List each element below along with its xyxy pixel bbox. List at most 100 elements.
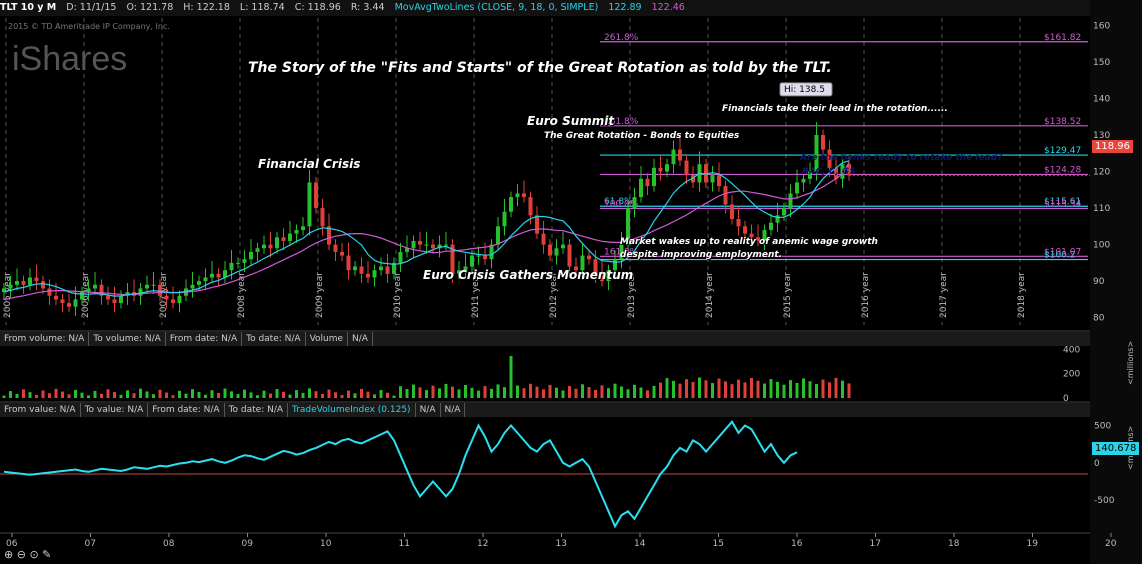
candle-body (171, 299, 175, 304)
ma1-value: 122.89 (608, 2, 642, 13)
volume-bar (74, 389, 77, 398)
candle-body (782, 208, 786, 216)
volume-bar (61, 391, 64, 398)
to-date-tvi[interactable]: To date: N/A (225, 403, 289, 417)
year-tick-label: 2006 year (81, 272, 91, 318)
candle-body (99, 284, 104, 296)
bottom-year-label: 12 (477, 539, 488, 549)
candle-body (639, 178, 643, 198)
candle-body (372, 270, 377, 278)
fib-percent-label: 61.8% (604, 197, 633, 207)
candle-body (398, 251, 403, 263)
volume-bar (360, 388, 363, 398)
candle-body (249, 251, 253, 260)
to-volume[interactable]: To volume: N/A (89, 332, 166, 346)
candle-body (138, 288, 143, 296)
candle-body (626, 208, 630, 245)
candle-body (814, 134, 819, 172)
tvi-line (3, 419, 798, 529)
volume-bar (483, 386, 487, 398)
volume-bar (464, 385, 467, 398)
annotation-financials-lead: Financials take their lead in the rotati… (722, 104, 948, 114)
volume-bar (431, 385, 435, 398)
candle-body (769, 222, 773, 230)
volume-bar (223, 388, 227, 398)
from-date-tvi[interactable]: From date: N/A (148, 403, 225, 417)
candle-body (73, 299, 78, 307)
volume-bar (308, 388, 311, 398)
candle-body (281, 237, 286, 241)
price-tick-label: 130 (1093, 131, 1110, 141)
candle-body (366, 273, 370, 278)
year-tick-label: 2007 year (159, 272, 169, 318)
year-tick-label: 2013 year (627, 272, 637, 318)
candle-body (60, 299, 65, 304)
volume-bar (685, 379, 688, 398)
volume-bar (756, 380, 760, 398)
candle-body (444, 244, 448, 246)
from-volume[interactable]: From volume: N/A (0, 332, 90, 346)
candle-body (385, 266, 390, 274)
bottom-year-label: 19 (1027, 539, 1039, 549)
volume-bar (633, 384, 636, 398)
to-value[interactable]: To value: N/A (81, 403, 149, 417)
fib-price-label: $124.28 (1044, 165, 1081, 175)
from-value[interactable]: From value: N/A (0, 403, 81, 417)
volume-bar (334, 392, 337, 398)
price-tick-label: 110 (1093, 204, 1110, 214)
volume-bar (256, 395, 259, 398)
fib-price-label: $115.34 (1044, 199, 1081, 209)
candle-body (294, 229, 299, 234)
drawing-tool-icon[interactable]: ✎ (42, 548, 52, 561)
volume-bar (665, 378, 669, 398)
volume-bar (113, 392, 116, 398)
volume-bar (217, 393, 220, 398)
volume-bar (178, 390, 181, 398)
candle-body (301, 226, 305, 230)
volume-bar (405, 389, 409, 398)
annotation-banks-tickers: BAC, C, GS (802, 167, 856, 177)
bottom-year-label: 07 (85, 539, 96, 549)
tvi-study-label[interactable]: TradeVolumeIndex (0.125) (288, 403, 416, 417)
candle-body (15, 281, 19, 285)
high-readout: H: 122.18 (183, 2, 230, 13)
to-date-volume[interactable]: To date: N/A (242, 332, 306, 346)
volume-bar (659, 382, 662, 398)
volume-bar (288, 394, 292, 398)
zoom-in-icon[interactable]: ⊕ (4, 548, 14, 561)
volume-bar (613, 383, 617, 398)
candle-body (795, 182, 799, 194)
annotation-financial-crisis: Financial Crisis (258, 157, 361, 171)
candle-body (541, 233, 546, 245)
volume-bar (327, 389, 331, 398)
candle-body (723, 186, 728, 205)
candle-body (600, 273, 604, 282)
zoom-box-icon[interactable]: ⊙ (29, 548, 39, 561)
volume-bar (470, 387, 474, 398)
price-tick-label: 150 (1093, 58, 1110, 68)
from-date-volume[interactable]: From date: N/A (166, 332, 243, 346)
bottom-year-label: 08 (163, 539, 175, 549)
volume-bar (93, 390, 97, 398)
zoom-out-icon[interactable]: ⊖ (16, 548, 26, 561)
copyright-text: 2015 © TD Ameritrade IP Company, Inc. (8, 22, 170, 31)
volume-bar (730, 384, 734, 398)
volume-bar (698, 377, 701, 398)
volume-bar (41, 390, 45, 398)
volume-bar (9, 391, 12, 398)
tvi-panel-bg (0, 417, 1090, 533)
volume-bar (184, 393, 188, 398)
candle-body (730, 204, 734, 220)
volume-study-label[interactable]: Volume (306, 332, 349, 346)
tvi-tick-label: -500 (1094, 496, 1115, 506)
candle-body (255, 248, 260, 252)
price-tick-label: 120 (1093, 168, 1110, 178)
candle-body (346, 255, 351, 271)
study-label[interactable]: MovAvgTwoLines (CLOSE, 9, 18, 0, SIMPLE) (394, 2, 599, 13)
volume-bar (561, 390, 565, 398)
year-tick-label: 2015 year (783, 272, 793, 318)
symbol-label[interactable]: TLT 10 y M (0, 2, 57, 13)
year-tick-label: 2008 year (237, 272, 247, 318)
candle-body (327, 226, 331, 245)
